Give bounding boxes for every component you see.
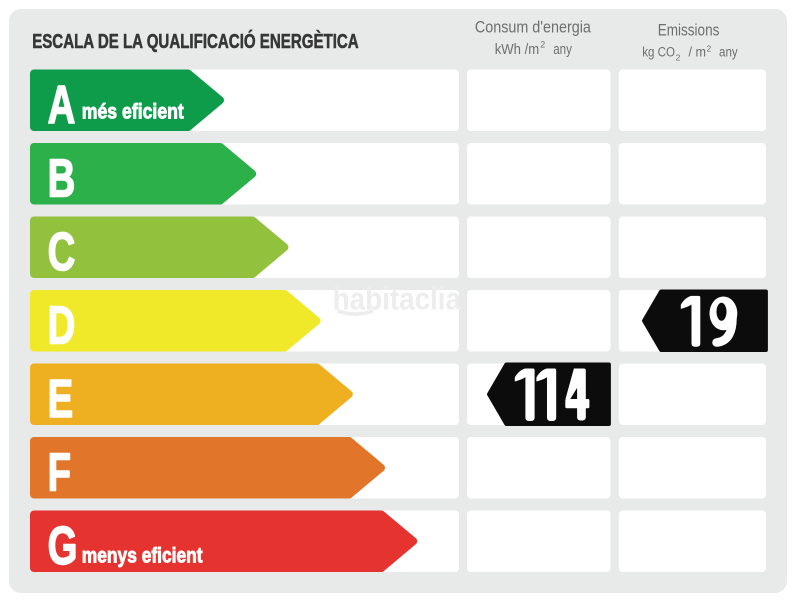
- svg-text:F: F: [48, 442, 71, 502]
- svg-text:C: C: [48, 222, 76, 282]
- svg-text:Emissions: Emissions: [658, 20, 720, 39]
- svg-text:any: any: [719, 45, 738, 60]
- svg-text:2: 2: [707, 44, 712, 54]
- svg-text:més eficient: més eficient: [82, 100, 184, 124]
- svg-text:habitaclia: habitaclia: [333, 280, 462, 316]
- svg-text:D: D: [48, 295, 76, 355]
- svg-text:A: A: [48, 75, 76, 135]
- svg-text:B: B: [48, 148, 76, 208]
- svg-text:kWh /m: kWh /m: [495, 42, 540, 58]
- svg-text:menys eficient: menys eficient: [82, 544, 203, 568]
- svg-text:Consum d'energia: Consum d'energia: [475, 17, 592, 36]
- svg-text:any: any: [553, 42, 572, 58]
- svg-text:2: 2: [676, 53, 681, 63]
- svg-text:ESCALA DE LA QUALIFICACIÓ ENER: ESCALA DE LA QUALIFICACIÓ ENERGÈTICA: [32, 29, 359, 53]
- svg-text:/ m: / m: [689, 45, 707, 60]
- svg-text:G: G: [48, 516, 78, 576]
- svg-text:kg CO: kg CO: [642, 45, 675, 60]
- svg-text:E: E: [48, 369, 74, 429]
- svg-text:2: 2: [540, 40, 545, 50]
